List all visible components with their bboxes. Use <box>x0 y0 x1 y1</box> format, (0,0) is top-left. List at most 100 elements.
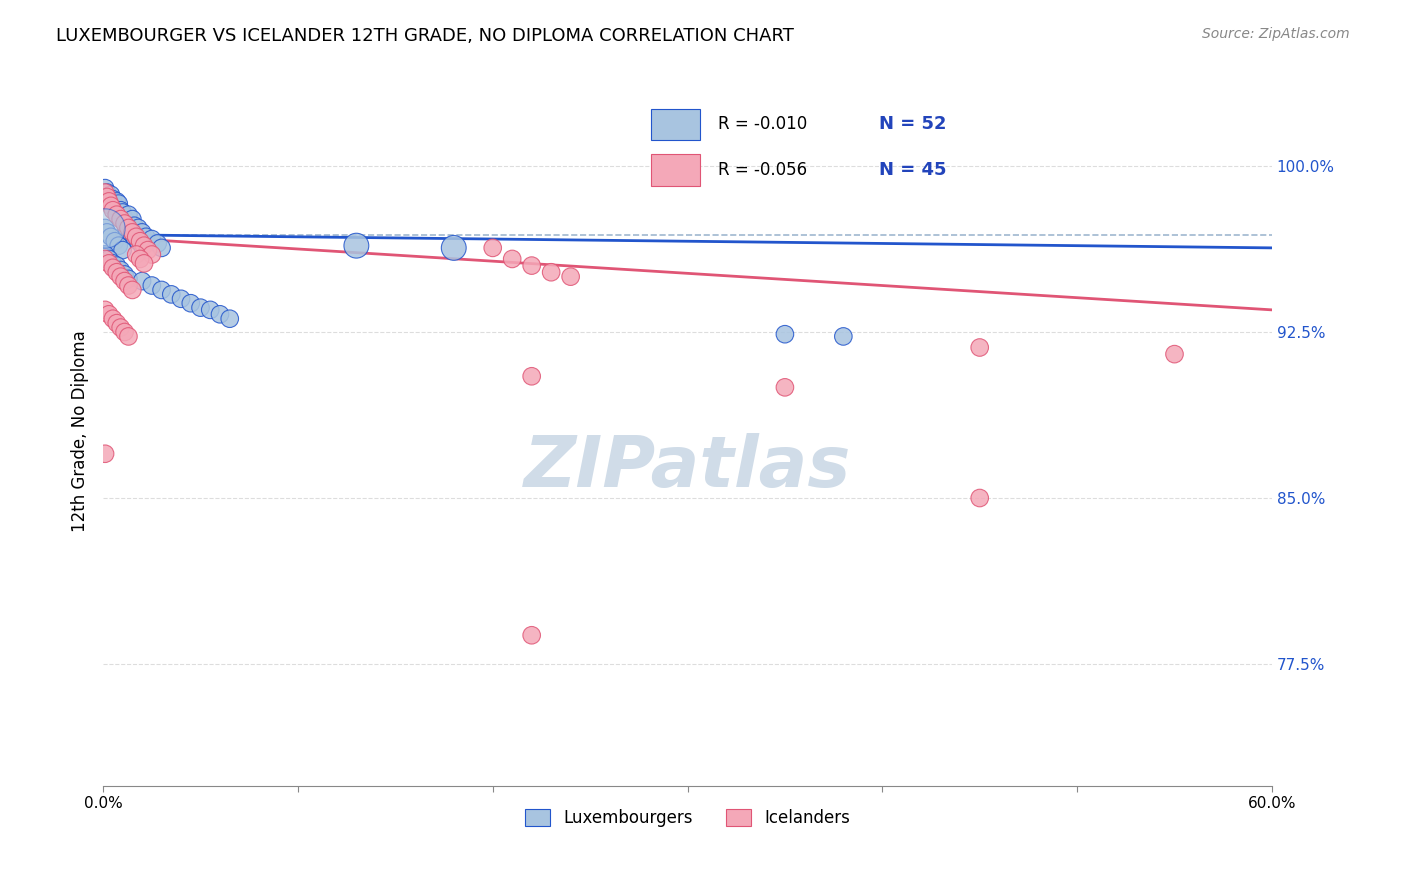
Point <box>101 311 124 326</box>
Point <box>94 252 117 266</box>
Point <box>969 491 991 505</box>
Point <box>111 205 134 219</box>
Point <box>129 252 152 266</box>
Point <box>136 243 159 257</box>
Text: LUXEMBOURGER VS ICELANDER 12TH GRADE, NO DIPLOMA CORRELATION CHART: LUXEMBOURGER VS ICELANDER 12TH GRADE, NO… <box>56 27 794 45</box>
Point <box>150 283 173 297</box>
Point <box>117 278 139 293</box>
Point <box>94 221 117 235</box>
Point <box>98 307 121 321</box>
Point <box>100 229 122 244</box>
Point <box>208 307 231 321</box>
Point <box>141 247 163 261</box>
Point <box>218 311 240 326</box>
Point <box>110 269 132 284</box>
Point <box>110 263 132 277</box>
Point <box>540 265 562 279</box>
Point <box>1163 347 1185 361</box>
Point <box>146 236 169 251</box>
Point <box>132 256 155 270</box>
Point <box>560 269 582 284</box>
Point <box>98 256 121 270</box>
Point <box>127 221 149 235</box>
Legend: Luxembourgers, Icelanders: Luxembourgers, Icelanders <box>519 803 856 834</box>
Point <box>96 186 118 200</box>
Point <box>114 274 136 288</box>
Point <box>115 221 138 235</box>
Point <box>105 265 128 279</box>
Point <box>101 203 124 218</box>
Point <box>160 287 183 301</box>
Point <box>200 302 222 317</box>
Point <box>125 247 148 261</box>
Point <box>98 252 121 266</box>
Point <box>832 329 855 343</box>
Point <box>94 447 117 461</box>
Point <box>96 226 118 240</box>
Point <box>120 226 142 240</box>
Point <box>131 274 153 288</box>
Point <box>96 190 118 204</box>
Point <box>150 241 173 255</box>
Point <box>117 272 139 286</box>
Point <box>104 234 127 248</box>
Point <box>131 238 153 252</box>
Point <box>180 296 202 310</box>
Point <box>105 194 128 209</box>
Point <box>94 221 117 235</box>
Point <box>107 238 129 252</box>
Point <box>115 214 138 228</box>
Point <box>127 234 149 248</box>
Point <box>135 229 157 244</box>
Text: ZIPatlas: ZIPatlas <box>524 433 851 501</box>
Point <box>520 628 543 642</box>
Point <box>100 199 122 213</box>
Point <box>94 186 117 200</box>
Point <box>344 238 367 252</box>
Point <box>100 187 122 202</box>
Point <box>101 260 124 275</box>
Point <box>104 199 127 213</box>
Point <box>98 194 121 209</box>
Point <box>110 203 132 218</box>
Point <box>111 243 134 257</box>
Point <box>443 241 465 255</box>
Point <box>117 221 139 235</box>
Y-axis label: 12th Grade, No Diploma: 12th Grade, No Diploma <box>72 331 89 533</box>
Point <box>170 292 193 306</box>
Point <box>110 320 132 334</box>
Point <box>94 247 117 261</box>
Point <box>114 325 136 339</box>
Point <box>101 256 124 270</box>
Point <box>773 327 796 342</box>
Point <box>520 259 543 273</box>
Point <box>105 208 128 222</box>
Point <box>121 283 143 297</box>
Point <box>98 192 121 206</box>
Point <box>124 219 146 233</box>
Point <box>773 380 796 394</box>
Point <box>105 259 128 273</box>
Point <box>117 208 139 222</box>
Point <box>101 192 124 206</box>
Point <box>110 212 132 227</box>
Point <box>121 226 143 240</box>
Point <box>117 329 139 343</box>
Point <box>114 217 136 231</box>
Text: Source: ZipAtlas.com: Source: ZipAtlas.com <box>1202 27 1350 41</box>
Point <box>190 301 212 315</box>
Point <box>94 302 117 317</box>
Point <box>121 212 143 227</box>
Point <box>501 252 523 266</box>
Point <box>107 196 129 211</box>
Point <box>520 369 543 384</box>
Point <box>105 316 128 330</box>
Point <box>94 181 117 195</box>
Point <box>481 241 503 255</box>
Point <box>131 226 153 240</box>
Point <box>125 229 148 244</box>
Point <box>114 268 136 282</box>
Point <box>129 234 152 248</box>
Point <box>969 341 991 355</box>
Point <box>132 238 155 252</box>
